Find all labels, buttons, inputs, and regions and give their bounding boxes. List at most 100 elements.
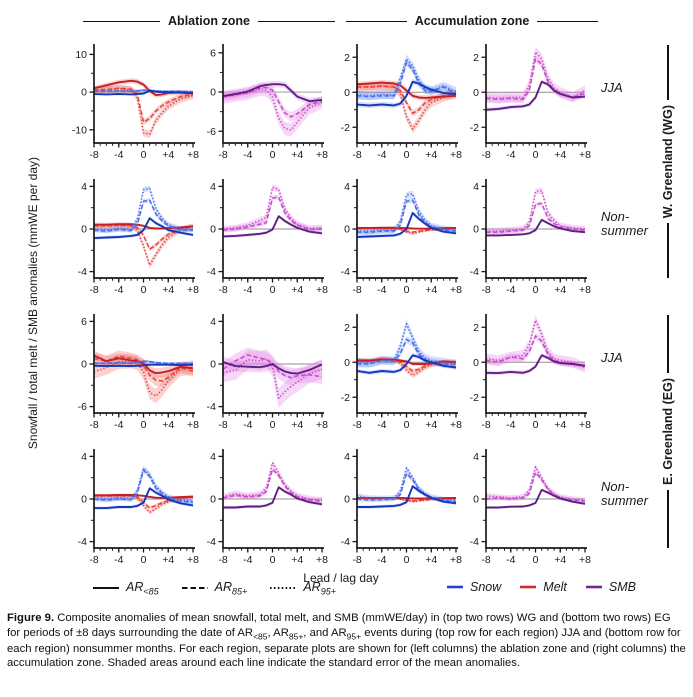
svg-text:+8: +8 <box>450 284 462 296</box>
svg-text:0: 0 <box>473 494 479 506</box>
line-snow-dotted <box>94 187 194 231</box>
svg-text:-4: -4 <box>243 284 252 296</box>
svg-text:0: 0 <box>270 419 276 431</box>
svg-text:4: 4 <box>81 181 87 193</box>
svg-text:-8: -8 <box>218 419 227 431</box>
subplot-r3-accumulation-smb: 2 0 -2 -8 -4 0 +4 +8 <box>470 314 591 431</box>
svg-text:0: 0 <box>473 224 479 236</box>
line-smb-dashed <box>486 202 586 234</box>
line-smb-dotted <box>223 186 323 230</box>
subplot-r4-accumulation-smb: 40-4-8 -4 0 +4 +8 <box>470 449 591 566</box>
line-snow-dashed <box>94 199 193 232</box>
svg-text:+8: +8 <box>187 284 199 296</box>
legend-item-melt: Melt <box>519 580 567 594</box>
svg-text:0: 0 <box>404 419 410 431</box>
zone-header-accumulation: Accumulation zone <box>346 14 598 28</box>
svg-text:+8: +8 <box>579 284 591 296</box>
svg-text:0: 0 <box>473 357 479 369</box>
svg-text:+4: +4 <box>554 554 566 566</box>
svg-text:-4: -4 <box>377 419 386 431</box>
line-snow-solid <box>357 212 457 238</box>
svg-text:-4: -4 <box>506 284 515 296</box>
svg-text:-8: -8 <box>89 149 98 161</box>
subplot-r2-accumulation-smb: 40-4-8 -4 0 +4 +8 <box>470 179 591 296</box>
band-smb-dotted <box>486 315 585 373</box>
svg-text:-8: -8 <box>89 554 98 566</box>
svg-text:+8: +8 <box>579 419 591 431</box>
svg-text:4: 4 <box>210 181 216 193</box>
season-label: Non-summer <box>601 209 648 239</box>
svg-text:+4: +4 <box>554 419 566 431</box>
band-melt-dotted <box>94 493 193 515</box>
svg-text:10: 10 <box>75 49 87 61</box>
svg-text:4: 4 <box>81 451 87 463</box>
svg-text:0: 0 <box>210 87 216 99</box>
svg-text:-4: -4 <box>207 266 216 278</box>
svg-text:2: 2 <box>344 322 350 334</box>
legend-item-snow: Snow <box>446 580 501 594</box>
line-smb-solid <box>223 486 323 509</box>
subplot-r3-accumulation-snow-melt: 2 0 -2 -8 -4 0 +4 +8 <box>341 314 462 431</box>
line-snow-dashed <box>94 360 193 365</box>
svg-text:-6: -6 <box>207 126 216 138</box>
svg-text:-2: -2 <box>470 122 479 134</box>
line-snow-solid <box>94 89 194 96</box>
svg-text:0: 0 <box>533 554 539 566</box>
line-smb-dotted <box>486 466 586 501</box>
svg-text:-8: -8 <box>218 554 227 566</box>
svg-text:4: 4 <box>210 316 216 328</box>
season-label: Non-summer <box>601 479 648 509</box>
svg-text:+8: +8 <box>187 419 199 431</box>
svg-text:+4: +4 <box>425 419 437 431</box>
svg-text:0: 0 <box>81 494 87 506</box>
zone-header-label: Ablation zone <box>168 14 250 28</box>
svg-text:+4: +4 <box>162 554 174 566</box>
band-smb-dashed <box>223 194 322 233</box>
svg-text:-8: -8 <box>89 419 98 431</box>
svg-text:+8: +8 <box>316 284 328 296</box>
line-smb-solid <box>223 361 323 375</box>
region-bracket-eg: E. Greenland (EG) <box>659 315 677 548</box>
caption-text: Composite anomalies of mean snowfall, to… <box>7 612 686 670</box>
svg-text:-8: -8 <box>481 419 490 431</box>
subplot-r2-accumulation-snow-melt: 40-4-8 -4 0 +4 +8 <box>341 179 462 296</box>
melt-color-swatch <box>520 585 537 589</box>
svg-text:+4: +4 <box>554 149 566 161</box>
subplot-r1-accumulation-snow-melt: 2 0 -2 -8 -4 0 +4 +8 <box>341 44 462 161</box>
legend-label: Snow <box>470 580 502 594</box>
dashed-line-swatch <box>181 587 208 590</box>
svg-text:0: 0 <box>533 284 539 296</box>
svg-text:0: 0 <box>533 149 539 161</box>
line-smb-solid <box>486 218 586 237</box>
header-rule-right <box>257 20 336 22</box>
band-smb-dotted <box>486 46 585 104</box>
line-snow-solid <box>94 217 194 240</box>
svg-text:+8: +8 <box>316 149 328 161</box>
svg-text:4: 4 <box>473 181 479 193</box>
svg-text:0: 0 <box>81 87 87 99</box>
svg-text:-8: -8 <box>481 284 490 296</box>
svg-text:-8: -8 <box>89 284 98 296</box>
svg-text:0: 0 <box>473 87 479 99</box>
svg-text:+8: +8 <box>450 149 462 161</box>
svg-text:+4: +4 <box>291 284 303 296</box>
svg-text:0: 0 <box>210 359 216 371</box>
svg-text:-4: -4 <box>114 419 123 431</box>
subplot-r2-ablation-snow-melt: 40-4-8 -4 0 +4 +8 <box>78 179 199 296</box>
header-rule-right <box>537 20 598 22</box>
svg-text:-8: -8 <box>352 149 361 161</box>
svg-text:-4: -4 <box>506 149 515 161</box>
svg-text:-4: -4 <box>506 554 515 566</box>
band-smb-dashed <box>223 467 322 504</box>
svg-text:-4: -4 <box>377 284 386 296</box>
svg-text:-4: -4 <box>207 536 216 548</box>
line-smb-dashed <box>223 468 323 502</box>
svg-text:-8: -8 <box>481 149 490 161</box>
band-snow-dotted <box>357 190 456 235</box>
line-smb-solid <box>486 488 586 509</box>
svg-text:4: 4 <box>210 451 216 463</box>
legend-variables: Snow Melt SMB <box>446 580 636 594</box>
svg-text:+8: +8 <box>316 554 328 566</box>
svg-text:0: 0 <box>141 419 147 431</box>
